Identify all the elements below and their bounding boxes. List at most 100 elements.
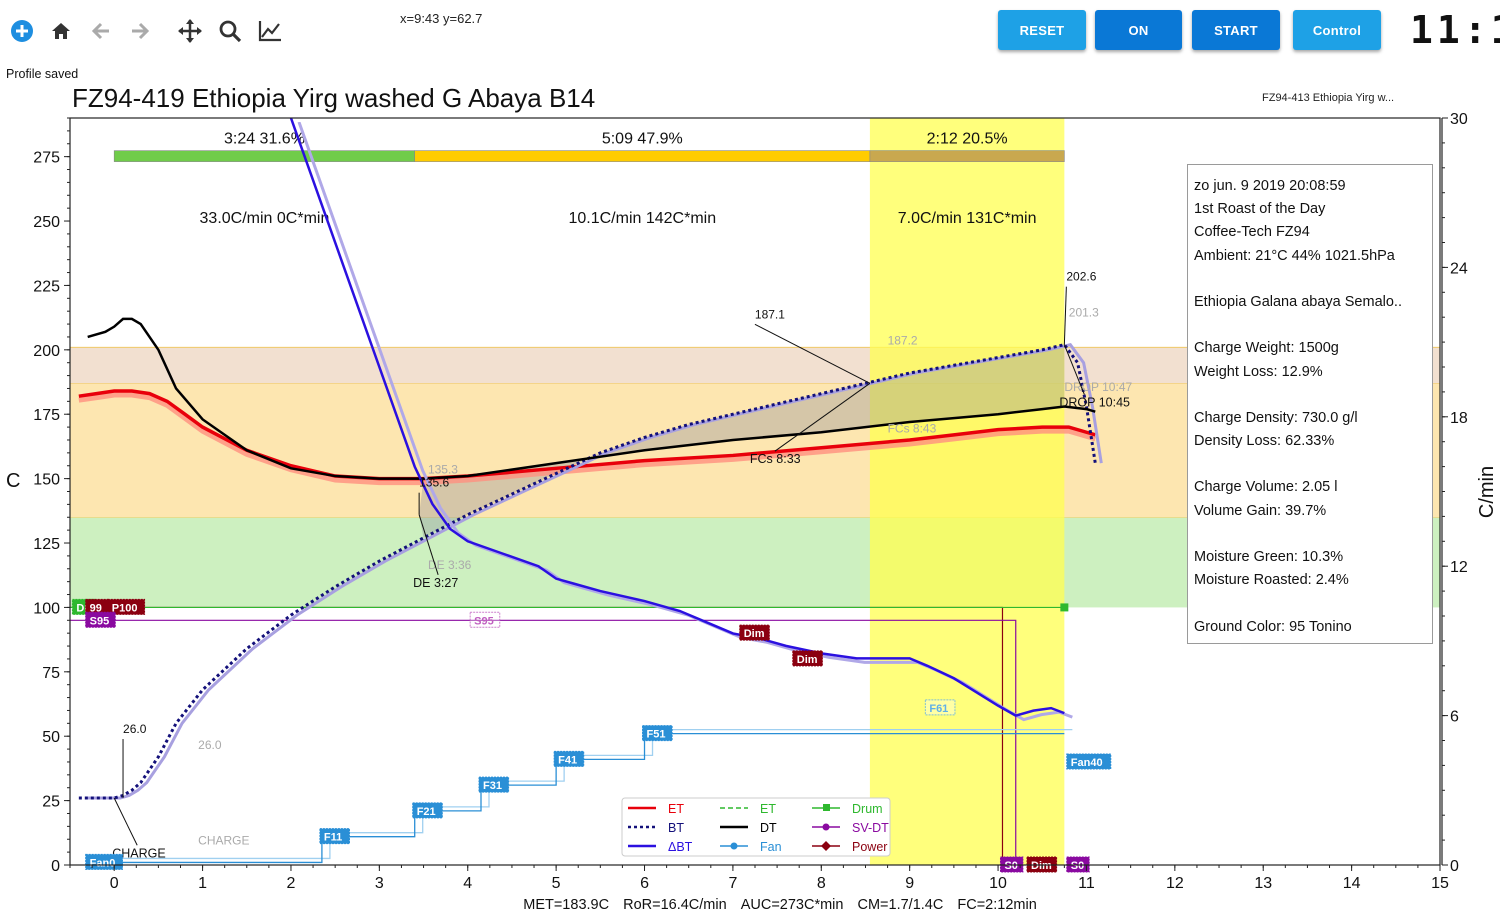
lcd-clock: 11:11 (1410, 8, 1500, 52)
event-leader (1063, 344, 1085, 395)
event-tag: Fan0 (90, 857, 116, 869)
y2-tick-label: 24 (1450, 260, 1468, 277)
event-tag: F41 (558, 754, 577, 766)
info-line (1194, 384, 1426, 407)
x-tick-label: 0 (110, 875, 119, 892)
event-tag-box (1066, 753, 1112, 770)
phase-rate-label: 33.0C/min 0C*min (200, 210, 330, 227)
x-tick-label: 14 (1343, 875, 1361, 892)
y-tick-label: 175 (33, 407, 60, 424)
info-line: Coffee-Tech FZ94 (1194, 224, 1310, 241)
info-line: Ambient: 21°C 44% 1021.5hPa (1194, 247, 1395, 264)
reset-button[interactable]: RESET (998, 10, 1086, 50)
info-line (1194, 314, 1426, 337)
home-icon[interactable] (44, 14, 78, 48)
line-chart-icon[interactable] (253, 14, 287, 48)
profile-title[interactable]: FZ94-419 Ethiopia Yirg washed G Abaya B1… (72, 83, 596, 113)
info-line: Ethiopia Galana abaya Semalo.. (1194, 293, 1402, 310)
x-tick-label: 3 (375, 875, 384, 892)
roast-info-box: zo jun. 9 2019 20:08:59 1st Roast of the … (1187, 164, 1433, 644)
dt-line (87, 317, 1096, 480)
event-tag: Dim (744, 628, 765, 640)
y2-tick-label: 18 (1450, 410, 1468, 427)
delta-bt-line (289, 118, 1065, 717)
y-tick-label: 275 (33, 150, 60, 167)
info-line: Moisture Roasted: 2.4% (1194, 572, 1349, 589)
event-tag-box (319, 828, 351, 845)
drum-marker (1060, 603, 1069, 612)
y-tick-label: 125 (33, 536, 60, 553)
x-tick-label: 4 (463, 875, 472, 892)
temperature-annotation: 202.6 (1066, 270, 1096, 284)
add-icon[interactable] (5, 14, 39, 48)
x-tick-label: 6 (640, 875, 649, 892)
back-arrow-icon[interactable] (84, 14, 118, 48)
auc-stat: AUC=273C*min (740, 897, 844, 913)
y-tick-label: 225 (33, 278, 60, 295)
control-button[interactable]: Control (1293, 10, 1381, 50)
x-tick-label: 5 (552, 875, 561, 892)
temperature-annotation: 187.1 (755, 307, 785, 321)
background-annotation: DROP 10:47 (1064, 380, 1132, 394)
legend-label: Drum (852, 802, 883, 816)
legend-marker (822, 823, 830, 831)
info-line: Volume Gain: 39.7% (1194, 502, 1327, 519)
legend-marker (730, 842, 738, 850)
event-tag: S0 (1004, 860, 1017, 872)
annotation-leader (1063, 286, 1067, 345)
x-tick-label: 13 (1254, 875, 1272, 892)
ror-stat: RoR=16.4C/min (623, 897, 727, 913)
background-annotation: FCs 8:43 (888, 421, 937, 435)
event-tag-box (85, 611, 116, 628)
y-tick-label: 50 (42, 729, 60, 746)
x-tick-label: 9 (905, 875, 914, 892)
phase-rate-label: 10.1C/min 142C*min (568, 210, 716, 227)
event-tag-box (739, 624, 770, 641)
y2-tick-label: 30 (1450, 111, 1468, 128)
y2-tick-label: 0 (1450, 858, 1459, 875)
forward-arrow-icon[interactable] (123, 14, 157, 48)
move-icon[interactable] (173, 14, 207, 48)
info-line: Moisture Green: 10.3% (1194, 549, 1344, 565)
y-tick-label: 100 (33, 600, 60, 617)
y-tick-label: 250 (33, 214, 60, 231)
zoom-icon[interactable] (213, 14, 247, 48)
phase-label: 2:12 20.5% (927, 131, 1008, 148)
event-tag: P100 (112, 602, 138, 614)
event-tag: Dim (797, 654, 818, 666)
event-tag-box (412, 802, 443, 819)
event-tag: F11 (324, 832, 342, 844)
event-annotation: DROP 10:45 (1059, 395, 1130, 409)
y-tick-label: 0 (51, 858, 60, 875)
event-tag: 99 (90, 602, 102, 614)
event-leader (418, 514, 439, 575)
phase-bar (113, 150, 416, 162)
event-tag: F21 (417, 806, 436, 818)
annotation-leader (754, 323, 871, 384)
y-axis-label: C (6, 470, 20, 492)
event-annotation: FCs 8:33 (750, 452, 801, 466)
event-tag: S0 (1071, 860, 1084, 872)
info-line: Charge Volume: 2.05 l (1194, 479, 1338, 496)
event-tag: S95 (90, 615, 110, 627)
legend-label: BT (668, 821, 684, 835)
info-line: Charge Density: 730.0 g/l (1194, 409, 1358, 426)
phase-bar (869, 150, 1065, 162)
phase-rate-label: 7.0C/min 131C*min (898, 210, 1037, 227)
x-tick-label: 10 (989, 875, 1007, 892)
x-tick-label: 11 (1078, 875, 1095, 892)
info-line: Density Loss: 62.33% (1194, 433, 1335, 450)
statistics-footer: MET=183.9C RoR=16.4C/min AUC=273C*min CM… (0, 897, 1500, 913)
background-event-tag-box (469, 611, 501, 628)
background-event-tag: S95 (474, 615, 494, 627)
on-button[interactable]: ON (1095, 10, 1182, 50)
info-line (1194, 523, 1426, 546)
start-button[interactable]: START (1192, 10, 1280, 50)
x-tick-label: 15 (1431, 875, 1449, 892)
x-tick-label: 7 (728, 875, 737, 892)
info-line: 1st Roast of the Day (1194, 201, 1326, 218)
background-profile-title: FZ94-413 Ethiopia Yirg w... (1262, 92, 1395, 104)
background-annotation: CHARGE (198, 833, 249, 847)
phase-label: 3:24 31.6% (224, 131, 305, 148)
